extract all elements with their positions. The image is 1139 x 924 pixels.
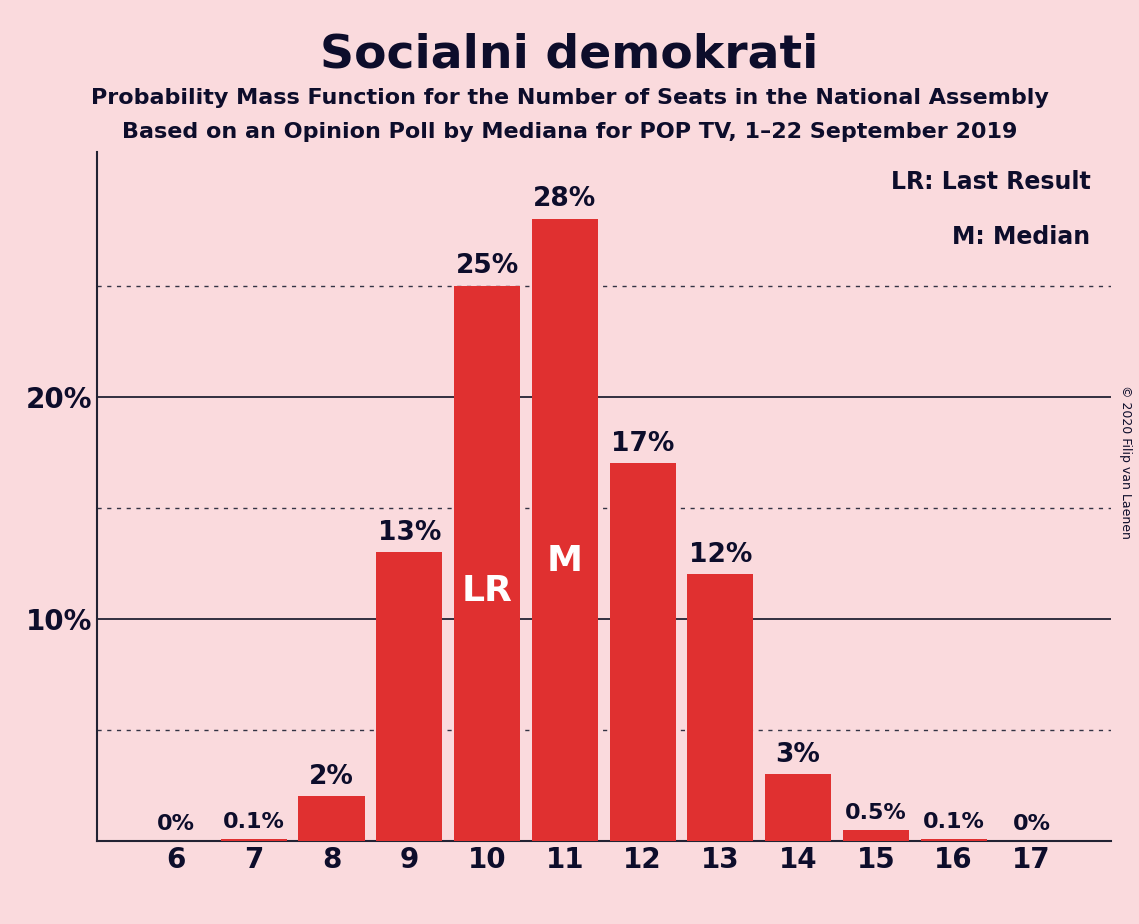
Bar [376, 553, 442, 841]
Text: 13%: 13% [377, 519, 441, 545]
Bar [609, 463, 675, 841]
Text: 3%: 3% [776, 742, 820, 768]
Bar [298, 796, 364, 841]
Text: M: Median: M: Median [952, 225, 1090, 249]
Bar [765, 774, 831, 841]
Text: 0.1%: 0.1% [923, 812, 984, 832]
Text: 12%: 12% [689, 541, 752, 567]
Bar [221, 839, 287, 841]
Text: 28%: 28% [533, 187, 597, 213]
Text: M: M [547, 544, 583, 578]
Bar [454, 286, 521, 841]
Bar [687, 575, 753, 841]
Text: 17%: 17% [611, 431, 674, 456]
Text: 0.1%: 0.1% [223, 812, 285, 832]
Bar [532, 219, 598, 841]
Text: LR: LR [461, 574, 513, 608]
Text: 2%: 2% [309, 764, 354, 790]
Bar [920, 839, 986, 841]
Text: © 2020 Filip van Laenen: © 2020 Filip van Laenen [1118, 385, 1132, 539]
Bar [843, 830, 909, 841]
Text: Socialni demokrati: Socialni demokrati [320, 32, 819, 78]
Text: Based on an Opinion Poll by Mediana for POP TV, 1–22 September 2019: Based on an Opinion Poll by Mediana for … [122, 122, 1017, 142]
Text: 0%: 0% [1013, 814, 1050, 834]
Text: Probability Mass Function for the Number of Seats in the National Assembly: Probability Mass Function for the Number… [91, 88, 1048, 108]
Text: 25%: 25% [456, 253, 518, 279]
Text: 0.5%: 0.5% [845, 803, 907, 823]
Text: 0%: 0% [157, 814, 195, 834]
Text: LR: Last Result: LR: Last Result [891, 170, 1090, 194]
